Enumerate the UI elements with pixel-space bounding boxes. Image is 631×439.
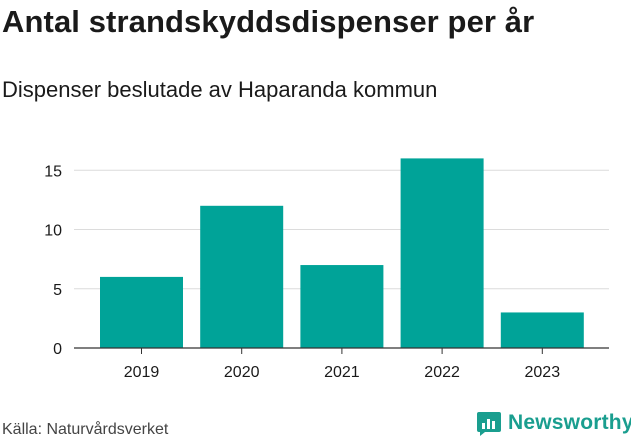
bar-2023 bbox=[500, 312, 584, 348]
x-tick-label: 2020 bbox=[224, 364, 260, 381]
newsworthy-logo-icon bbox=[477, 412, 501, 436]
y-tick-label: 10 bbox=[44, 223, 62, 240]
bar-2019 bbox=[100, 276, 183, 348]
bar-2021 bbox=[300, 265, 384, 348]
y-axis-ticks: 0 5 10 15 bbox=[44, 163, 62, 358]
newsworthy-logo: Newsworthy bbox=[476, 410, 631, 436]
x-tick-label: 2019 bbox=[124, 364, 160, 381]
x-axis-ticks: 2019 2020 2021 2022 2023 bbox=[124, 348, 560, 381]
x-tick-label: 2022 bbox=[424, 364, 460, 381]
source-note: Källa: Naturvårdsverket bbox=[2, 421, 169, 438]
chart-title: Antal strandskyddsdispenser per år bbox=[2, 4, 535, 39]
y-tick-label: 5 bbox=[53, 282, 62, 299]
x-tick-label: 2021 bbox=[324, 364, 360, 381]
bar-chart: 0 5 10 15 2019 2020 2021 2022 2023 bbox=[44, 158, 609, 381]
chart-subtitle: Dispenser beslutade av Haparanda kommun bbox=[2, 77, 438, 102]
bars bbox=[100, 158, 584, 348]
y-tick-label: 15 bbox=[44, 163, 62, 180]
brand-name: Newsworthy bbox=[508, 411, 631, 434]
y-tick-label: 0 bbox=[53, 341, 62, 358]
x-tick-label: 2023 bbox=[525, 364, 561, 381]
bar-2022 bbox=[400, 158, 484, 348]
bar-2020 bbox=[200, 205, 284, 348]
